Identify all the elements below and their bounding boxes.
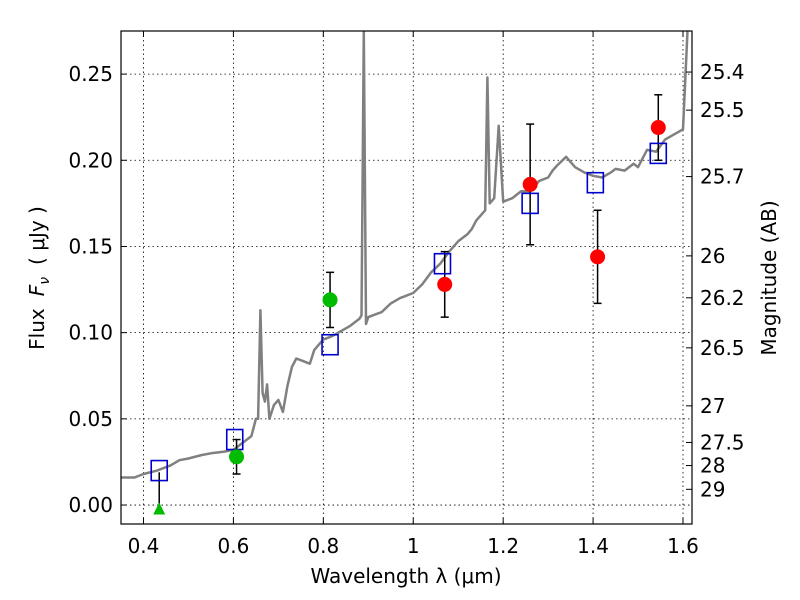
y-axis-label-left: Flux Fν ( μJy ) [25, 206, 53, 350]
x-tick-label: 0.8 [307, 534, 339, 558]
green-upper-limit-marker [153, 502, 166, 515]
right-tick-label: 27 [700, 394, 725, 418]
model-square-marker [586, 171, 605, 194]
grid-lines [121, 31, 692, 524]
y-tick-label: 0.15 [68, 234, 113, 258]
right-tick-label: 27.5 [700, 430, 745, 454]
right-tick-label: 25.7 [700, 165, 745, 189]
right-tick-label: 28 [700, 454, 725, 478]
x-tick-label: 1 [407, 534, 420, 558]
x-tick-label: 0.6 [217, 534, 249, 558]
y-tick-label: 0.00 [68, 493, 113, 517]
y-tick-label: 0.10 [68, 321, 113, 345]
right-tick-label: 29 [700, 477, 725, 501]
model-square-marker [521, 192, 539, 215]
axis-ticks: 0.4 0.6 0.8 1 1.2 1.4 1.6 0.00 0.05 0.10 0.15 0.20 0… [68, 31, 745, 558]
model-square-marker [649, 142, 668, 165]
error-bars [158, 94, 663, 509]
y-label-subscript: ν [37, 277, 53, 285]
plot-frame [120, 30, 693, 525]
y-tick-label: 0.20 [68, 148, 113, 172]
y-label-symbol: F [25, 284, 49, 296]
x-axis-label: Wavelength λ (μm) [310, 564, 501, 588]
red-point-marker [650, 120, 666, 136]
model-square-marker [433, 252, 452, 275]
red-point-marker [522, 176, 538, 192]
right-tick-label: 26.5 [700, 336, 745, 360]
x-tick-label: 1.2 [487, 534, 519, 558]
x-tick-label: 1.6 [667, 534, 699, 558]
red-point-marker [590, 249, 606, 265]
green-point-marker [322, 292, 338, 308]
spectrum-line [121, 31, 689, 479]
right-tick-label: 25.5 [700, 98, 745, 122]
red-point-marker [437, 276, 453, 292]
model-square-marker [150, 459, 169, 482]
y-axis-label-right: Magnitude (AB) [757, 200, 781, 355]
y-label-unit: ( μJy ) [25, 206, 49, 265]
right-tick-label: 26.2 [700, 286, 745, 310]
data-markers [150, 120, 668, 515]
x-tick-label: 0.4 [128, 534, 160, 558]
spectrum-series [121, 31, 689, 479]
model-square-marker [321, 333, 339, 356]
right-tick-label: 25.4 [700, 60, 745, 84]
x-tick-label: 1.4 [577, 534, 609, 558]
y-label-text: Flux [25, 308, 49, 350]
y-tick-label: 0.05 [68, 407, 113, 431]
y-tick-label: 0.25 [68, 62, 113, 86]
green-point-marker [229, 449, 245, 465]
right-tick-label: 26 [700, 244, 725, 268]
